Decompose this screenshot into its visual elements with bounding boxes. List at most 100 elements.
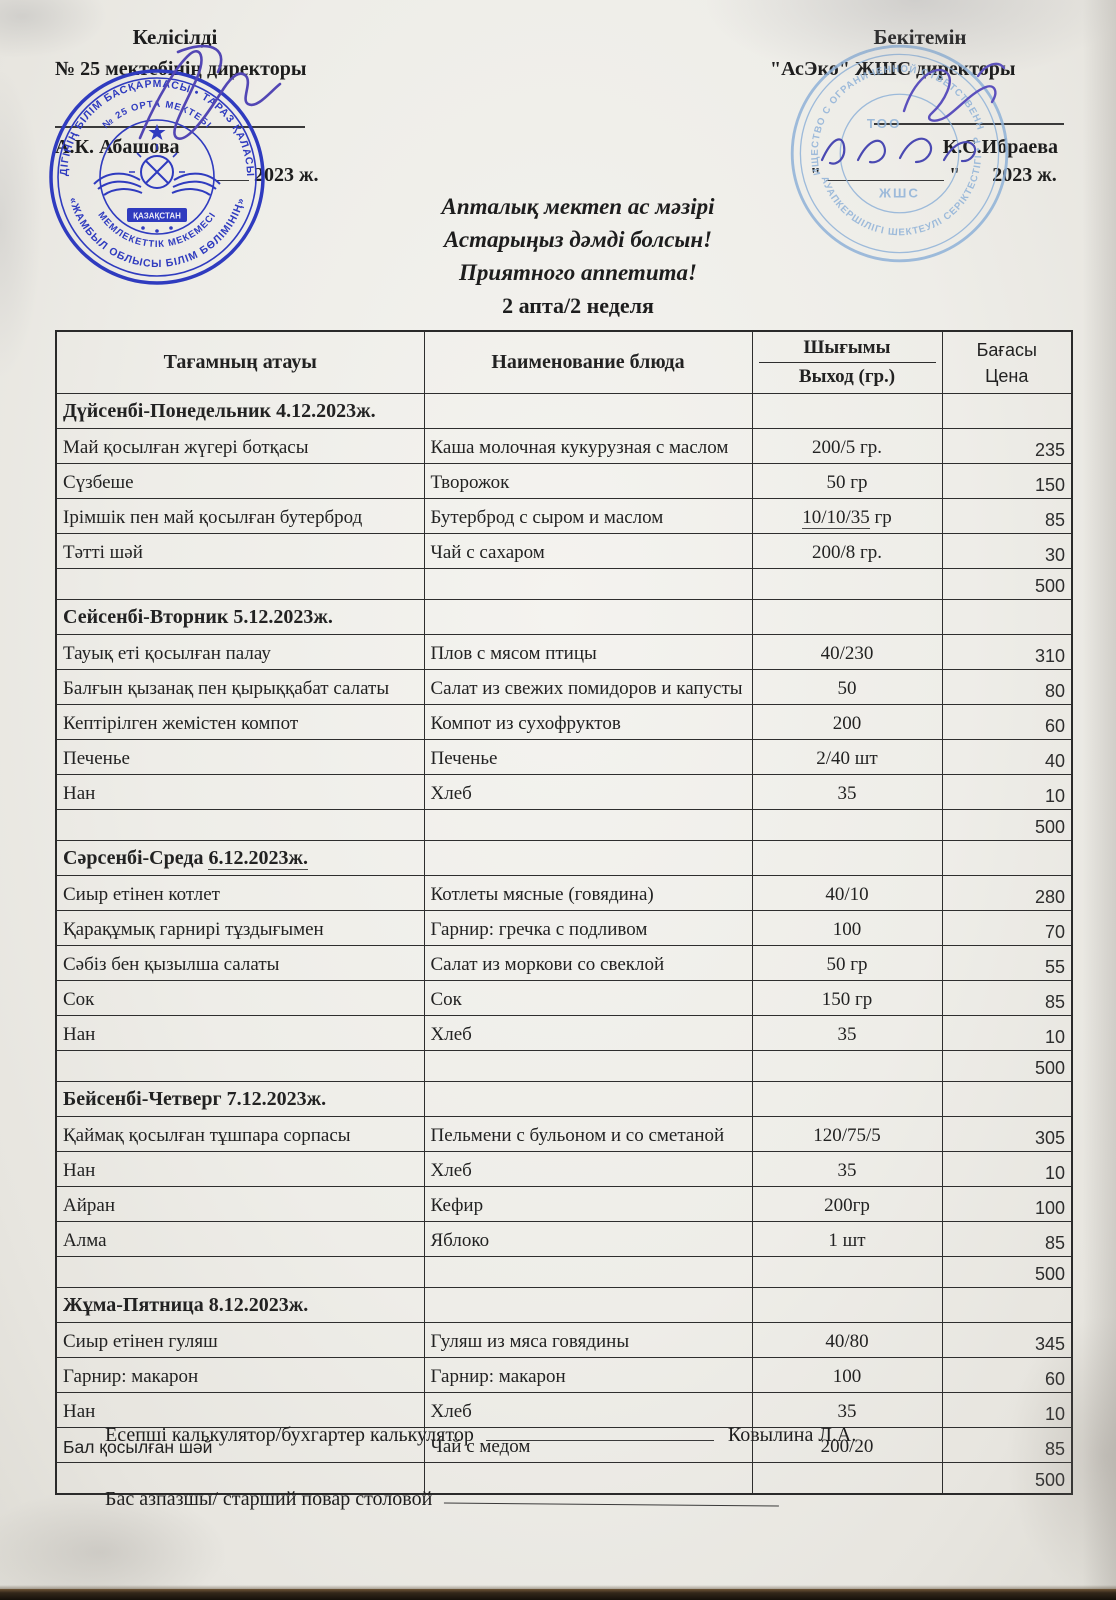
weekly-menu-table: Тағамның атауы Наименование блюда Шығымы… (55, 330, 1073, 1495)
day-total-row: 500 (55, 809, 1073, 841)
empty-cell (751, 809, 943, 841)
price-cell: 85 (941, 1221, 1073, 1257)
menu-item-row: Бал қосылған шәй Чай с медом 200/20 85 (55, 1427, 1073, 1463)
portion-cell: 40/80 (751, 1322, 943, 1358)
empty-cell (55, 1050, 425, 1082)
dish-name-ru-cell: Печенье (423, 739, 753, 775)
empty-cell (751, 1462, 943, 1495)
dish-name-kz-cell: Сәбіз бен қызылша салаты (55, 945, 425, 981)
empty-cell (751, 1050, 943, 1082)
dish-name-kz-cell: Тәтті шәй (55, 533, 425, 569)
approval-right-title: Бекітемін (873, 25, 967, 49)
dish-name-ru-cell: Хлеб (423, 1015, 753, 1051)
price-cell: 85 (941, 498, 1073, 534)
empty-cell (941, 599, 1073, 635)
menu-item-row: Нан Хлеб 35 10 (55, 774, 1073, 810)
emblem-icon (93, 124, 221, 233)
portion-cell: 200/5 гр. (751, 428, 943, 464)
dish-name-ru-cell: Кефир (423, 1186, 753, 1222)
price-cell: 60 (941, 704, 1073, 740)
dish-name-kz-cell: Сок (55, 980, 425, 1016)
date-blank (215, 164, 249, 181)
dish-name-ru-cell: Чай с медом (423, 1427, 753, 1463)
header-portion-ru: Выход (гр.) (798, 366, 896, 387)
scan-edge-strip (0, 1585, 1116, 1600)
price-cell: 10 (941, 1151, 1073, 1187)
portion-cell: 50 гр (751, 945, 943, 981)
day-header-row: Сәрсенбі-Среда 6.12.2023ж. (55, 840, 1073, 876)
price-cell: 55 (941, 945, 1073, 981)
header-portion-kz: Шығымы (758, 334, 936, 363)
dish-name-ru-cell: Котлеты мясные (говядина) (423, 875, 753, 911)
menu-item-row: Айран Кефир 200гр 100 (55, 1186, 1073, 1222)
empty-cell (55, 1256, 425, 1288)
approval-right-year: 2023 ж. (992, 164, 1057, 186)
day-header-row: Дүйсенбі-Понедельник 4.12.2023ж. (55, 393, 1073, 429)
dish-name-ru-cell: Пельмени с бульоном и со сметаной (423, 1116, 753, 1152)
dish-name-kz-cell: Печенье (55, 739, 425, 775)
empty-cell (751, 840, 943, 876)
price-cell: 60 (941, 1357, 1073, 1393)
dish-name-kz-cell: Нан (55, 774, 425, 810)
empty-cell (751, 1256, 943, 1288)
stamp-ring-text-bottom: «ЖАМБЫЛ ОБЛЫСЫ БІЛІМ БӨЛІМІНІҢ» (67, 196, 247, 270)
day-total-price-cell: 500 (941, 1256, 1073, 1288)
header-portion: Шығымы Выход (гр.) (751, 330, 943, 394)
menu-item-row: Алма Яблоко 1 шт 85 (55, 1221, 1073, 1257)
dish-name-kz-cell: Сиыр етінен гуляш (55, 1322, 425, 1358)
price-cell: 100 (941, 1186, 1073, 1222)
signature-line-left (55, 126, 305, 128)
portion-cell: 35 (751, 1392, 943, 1428)
portion-cell: 200гр (751, 1186, 943, 1222)
header-price: Бағасы Цена (941, 330, 1073, 394)
date-blank (826, 164, 945, 181)
menu-item-row: Гарнир: макарон Гарнир: макарон 100 60 (55, 1357, 1073, 1393)
empty-cell (55, 568, 425, 600)
menu-item-row: Печенье Печенье 2/40 шт 40 (55, 739, 1073, 775)
dish-name-kz-cell: Гарнир: макарон (55, 1357, 425, 1393)
signature-blank (444, 1486, 780, 1507)
empty-cell (751, 393, 943, 429)
empty-cell (423, 809, 753, 841)
empty-cell (423, 599, 753, 635)
menu-item-row: Тауық еті қосылған палау Плов с мясом пти… (55, 634, 1073, 670)
menu-item-row: Қаймақ қосылған тұшпара сорпасы Пельмени … (55, 1116, 1073, 1152)
menu-item-row: Балғын қызанақ пен қырыққабат салаты Сала… (55, 669, 1073, 705)
menu-item-row: Нан Хлеб 35 10 (55, 1151, 1073, 1187)
dish-name-kz-cell: Нан (55, 1015, 425, 1051)
menu-table-body: Дүйсенбі-Понедельник 4.12.2023ж. Май қосы… (55, 393, 1073, 1495)
menu-item-row: Сүзбеше Творожок 50 гр 150 (55, 463, 1073, 499)
dish-name-ru-cell: Салат из моркови со свеклой (423, 945, 753, 981)
empty-cell (751, 599, 943, 635)
price-cell: 30 (941, 533, 1073, 569)
price-cell: 80 (941, 669, 1073, 705)
portion-cell: 35 (751, 1015, 943, 1051)
menu-item-row: Нан Хлеб 35 10 (55, 1015, 1073, 1051)
price-cell: 40 (941, 739, 1073, 775)
price-cell: 70 (941, 910, 1073, 946)
portion-cell: 50 гр (751, 463, 943, 499)
day-total-price-cell: 500 (941, 1050, 1073, 1082)
dish-name-ru-cell: Каша молочная кукурузная с маслом (423, 428, 753, 464)
price-cell: 85 (941, 980, 1073, 1016)
portion-cell: 150 гр (751, 980, 943, 1016)
portion-cell: 10/10/35 гр (751, 498, 943, 534)
dish-name-kz-cell: Нан (55, 1392, 425, 1428)
dish-name-ru-cell: Хлеб (423, 1151, 753, 1187)
menu-wish-kz: Астарыңыз дәмді болсын! (443, 227, 713, 252)
dish-name-kz-cell: Кептірілген жемістен компот (55, 704, 425, 740)
empty-cell (55, 809, 425, 841)
stamp-center-top-text: ТОО (867, 116, 902, 131)
menu-item-row: Тәтті шәй Чай с сахаром 200/8 гр. 30 (55, 533, 1073, 569)
accountant-line: Есепші калькулятор/бухгартер калькулятор… (105, 1424, 856, 1447)
dish-name-kz-cell: Нан (55, 1151, 425, 1187)
dish-name-ru-cell: Гарнир: макарон (423, 1357, 753, 1393)
price-cell: 280 (941, 875, 1073, 911)
empty-cell (941, 1081, 1073, 1117)
menu-title-block: Апталық мектеп ас мәзірі Астарыңыз дәмді… (40, 190, 1116, 322)
price-cell: 10 (941, 774, 1073, 810)
price-cell: 85 (941, 1427, 1073, 1463)
empty-cell (423, 1462, 753, 1495)
price-cell: 150 (941, 463, 1073, 499)
menu-item-row: Май қосылған жүгері ботқасы Каша молочная… (55, 428, 1073, 464)
